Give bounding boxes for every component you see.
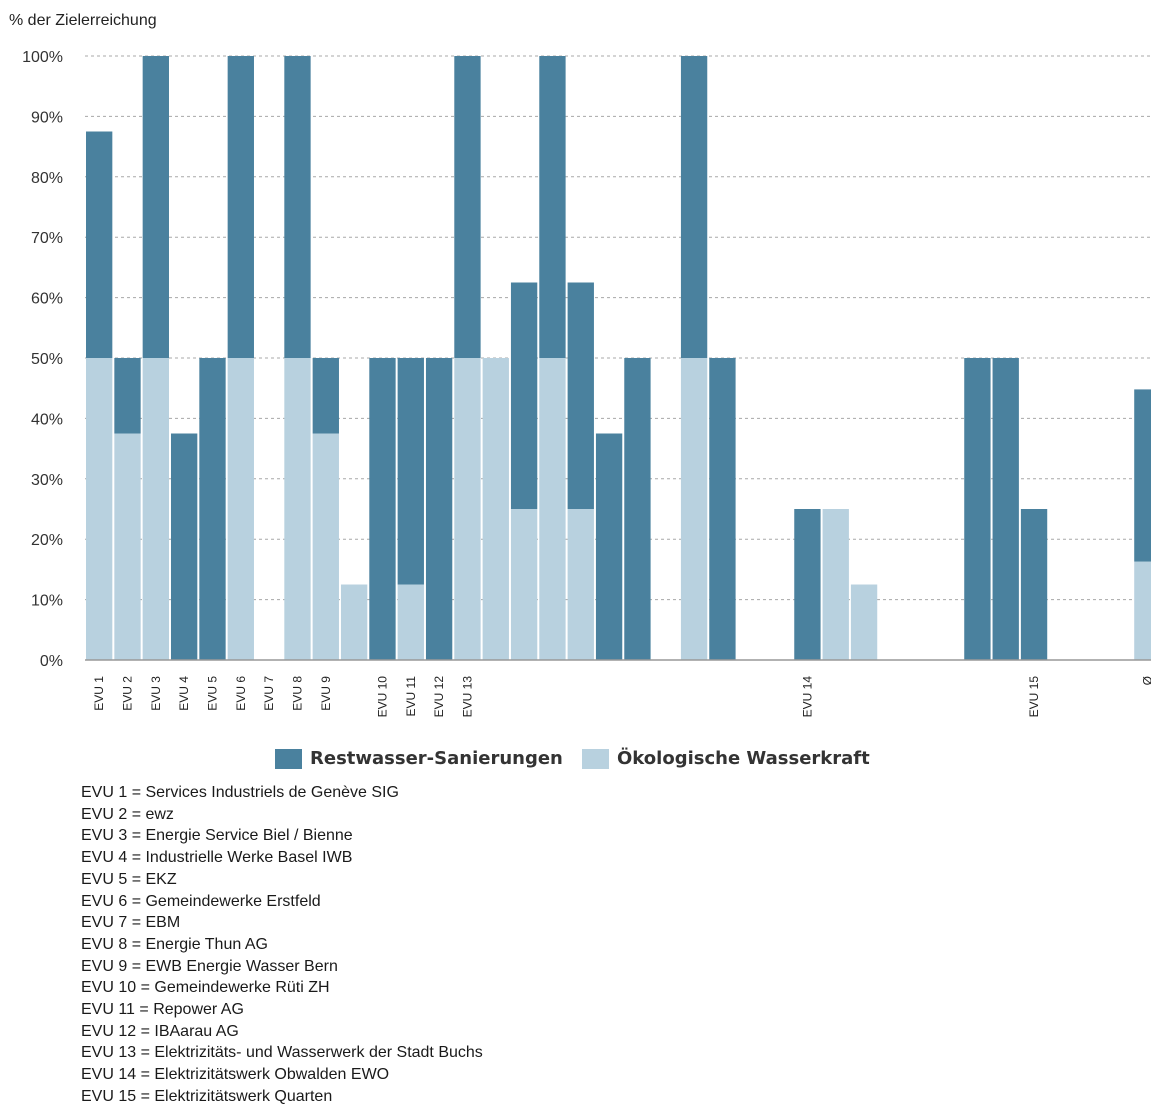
y-tick-label: 70%	[31, 230, 63, 247]
bar-restwasser-sanierungen	[794, 509, 821, 660]
bar-restwasser-sanierungen	[142, 56, 169, 358]
evu-key-list: EVU 1 = Services Industriels de Genève S…	[81, 782, 483, 1108]
x-tick-label: EVU 14	[800, 676, 814, 718]
x-tick-label: EVU 8	[290, 676, 304, 711]
x-tick-label: EVU 6	[234, 676, 248, 711]
bar-restwasser-sanierungen	[1020, 509, 1048, 660]
y-tick-label: 20%	[31, 532, 63, 549]
y-tick-label: 10%	[31, 593, 63, 610]
evu-key-item: EVU 11 = Repower AG	[81, 1001, 244, 1019]
evu-key-item: EVU 1 = Services Industriels de Genève S…	[81, 784, 399, 801]
evu-key-item: EVU 12 = IBAarau AG	[81, 1022, 239, 1040]
x-tick-label: EVU 7	[262, 676, 276, 711]
bar-oekologische-wasserkraft	[510, 509, 538, 660]
bar-restwasser-sanierungen	[86, 131, 113, 358]
bar-oekologische-wasserkraft	[822, 509, 849, 660]
evu-key-item: EVU 3 = Energie Service Biel / Bienne	[81, 827, 353, 845]
bar-oekologische-wasserkraft	[86, 358, 113, 660]
evu-key-item: EVU 10 = Gemeindewerke Rüti ZH	[81, 979, 330, 997]
evu-key-item: EVU 7 = EBM	[81, 914, 181, 932]
bar-restwasser-sanierungen	[199, 358, 226, 660]
bar-oekologische-wasserkraft	[284, 358, 311, 660]
bar-oekologische-wasserkraft	[567, 509, 594, 660]
y-tick-label: 80%	[31, 170, 63, 187]
x-tick-label: EVU 4	[177, 676, 191, 711]
x-tick-label: EVU 10	[375, 676, 389, 718]
evu-key-item: EVU 13 = Elektrizitäts- und Wasserwerk d…	[81, 1044, 483, 1062]
x-tick-label: EVU 9	[319, 676, 333, 711]
bar-restwasser-sanierungen	[312, 358, 339, 434]
y-tick-label: 100%	[22, 49, 63, 66]
bar-restwasser-sanierungen	[454, 56, 481, 358]
bar-restwasser-sanierungen	[680, 56, 708, 358]
x-tick-label: EVU 2	[120, 676, 134, 711]
bar-restwasser-sanierungen	[992, 358, 1019, 660]
bar-restwasser-sanierungen	[284, 56, 311, 358]
bar-oekologische-wasserkraft	[539, 358, 566, 660]
bar-restwasser-sanierungen	[567, 282, 594, 509]
legend-item-restwasser[interactable]: Restwasser-Sanierungen	[275, 748, 563, 769]
y-tick-label: 0%	[40, 653, 63, 670]
legend-swatch	[275, 748, 302, 769]
bar-restwasser-sanierungen	[425, 358, 453, 660]
y-tick-label: 30%	[31, 472, 63, 489]
bar-restwasser-sanierungen	[1134, 389, 1151, 562]
bar-restwasser-sanierungen	[397, 358, 424, 585]
y-tick-label: 40%	[31, 411, 63, 428]
evu-key-item: EVU 5 = EKZ	[81, 870, 177, 888]
bar-oekologische-wasserkraft	[397, 584, 424, 660]
y-axis-label: % der Zielerreichung	[9, 12, 157, 29]
bar-restwasser-sanierungen	[964, 358, 991, 660]
evu-key-item: EVU 14 = Elektrizitätswerk Obwalden EWO	[81, 1066, 390, 1084]
bar-restwasser-sanierungen	[227, 56, 254, 358]
bar-restwasser-sanierungen	[539, 56, 566, 358]
bar-restwasser-sanierungen	[624, 358, 651, 660]
legend-item-oekologisch[interactable]: Ökologische Wasserkraft	[582, 748, 870, 769]
x-tick-label: EVU 3	[149, 676, 163, 711]
bar-oekologische-wasserkraft	[340, 584, 368, 660]
legend: Restwasser-Sanierungen Ökologische Wasse…	[0, 748, 1151, 774]
x-tick-label: EVU 12	[432, 676, 446, 718]
bar-oekologische-wasserkraft	[482, 358, 509, 660]
bar-oekologische-wasserkraft	[312, 433, 339, 660]
bar-oekologische-wasserkraft	[1134, 561, 1151, 660]
bar-oekologische-wasserkraft	[114, 433, 141, 660]
y-tick-label: 60%	[31, 291, 63, 308]
bar-oekologische-wasserkraft	[850, 584, 878, 660]
x-tick-label: EVU 11	[404, 676, 418, 717]
bar-restwasser-sanierungen	[595, 433, 623, 660]
bar-oekologische-wasserkraft	[454, 358, 481, 660]
bars	[86, 56, 1151, 660]
x-axis-ticks: EVU 1 EVU 2 EVU 3 EVU 4 EVU 5 EVU 6 EVU 7 EVU 8…	[92, 676, 1151, 718]
legend-label: Restwasser-Sanierungen	[310, 748, 563, 769]
bar-oekologische-wasserkraft	[680, 358, 708, 660]
x-tick-label: EVU 15	[1027, 676, 1041, 718]
evu-key-item: EVU 15 = Elektrizitätswerk Quarten	[81, 1087, 333, 1105]
x-tick-label: EVU 1	[92, 676, 106, 711]
bar-oekologische-wasserkraft	[142, 358, 169, 660]
bar-restwasser-sanierungen	[709, 358, 736, 660]
y-tick-label: 90%	[31, 109, 63, 126]
bar-restwasser-sanierungen	[369, 358, 396, 660]
bar-restwasser-sanierungen	[114, 358, 141, 434]
legend-swatch	[582, 748, 609, 769]
legend-label: Ökologische Wasserkraft	[617, 748, 870, 769]
evu-key-item: EVU 6 = Gemeindewerke Erstfeld	[81, 892, 321, 910]
bar-oekologische-wasserkraft	[227, 358, 254, 660]
evu-key-item: EVU 2 = ewz	[81, 805, 174, 823]
bar-restwasser-sanierungen	[510, 282, 538, 509]
x-tick-label: EVU 5	[205, 676, 219, 711]
evu-key-item: EVU 9 = EWB Energie Wasser Bern	[81, 957, 338, 975]
x-tick-label: EVU 13	[460, 676, 474, 718]
bar-restwasser-sanierungen	[170, 433, 198, 660]
y-axis-ticks: 0% 10% 20% 30% 40% 50% 60% 70% 80% 90% 100%	[22, 49, 63, 670]
evu-key-item: EVU 4 = Industrielle Werke Basel IWB	[81, 849, 353, 867]
y-tick-label: 50%	[31, 351, 63, 368]
evu-key-item: EVU 8 = Energie Thun AG	[81, 935, 268, 953]
x-tick-label: Ø	[1140, 676, 1151, 685]
